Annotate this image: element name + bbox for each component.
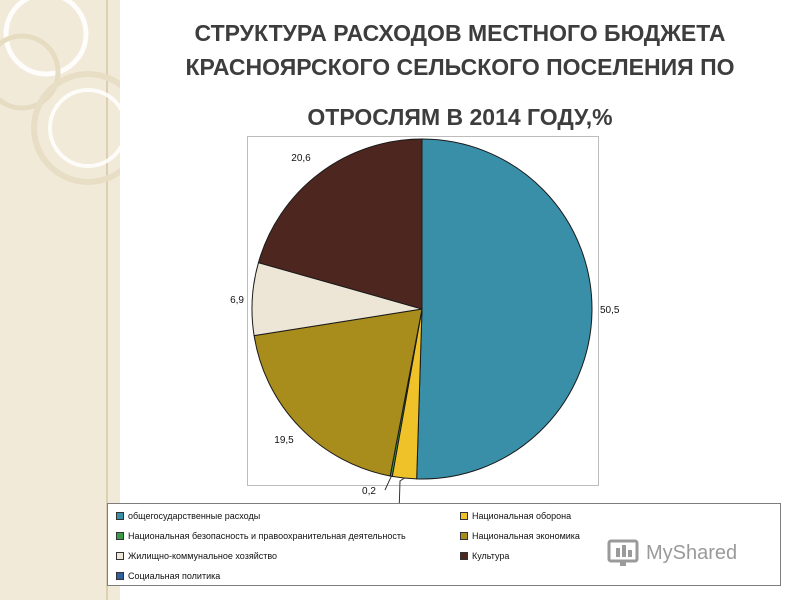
legend-label: Культура: [472, 551, 510, 561]
decorative-side-line: [106, 0, 108, 600]
watermark: MyShared: [606, 538, 737, 568]
legend-swatch: [460, 552, 468, 560]
legend-label: Жилищно-коммунальное хозяйство: [128, 551, 278, 561]
legend-item-культура: Культура: [460, 548, 509, 564]
legend-swatch: [116, 532, 124, 540]
chart-legend: общегосударственные расходы Национальная …: [107, 503, 781, 586]
legend-item-национальная-экономика: Национальная экономика: [460, 528, 580, 544]
label-leader-line: [384, 476, 392, 491]
page-title-line-3: ОТРОСЛЯМ В 2014 ГОДУ,%: [307, 104, 613, 130]
data-label-национальная-безопасность-и-правоохранительная-деятельность: 0,2: [362, 486, 376, 497]
pie-slice-национальная-экономика: [253, 308, 423, 477]
legend-swatch: [116, 512, 124, 520]
data-label-жилищно-коммунальное-хозяйство: 6,9: [230, 295, 244, 306]
legend-item-национальная-оборона: Национальная оборона: [460, 508, 571, 524]
pie-slice-культура: [257, 138, 423, 310]
legend-item-общегосударственные-расходы: общегосударственные расходы: [116, 508, 260, 524]
legend-item-жилищно-коммунальное-хозяйство: Жилищно-коммунальное хозяйство: [116, 548, 277, 564]
legend-label: Национальная оборона: [472, 511, 572, 521]
watermark-text: MyShared: [646, 541, 738, 564]
legend-swatch: [460, 512, 468, 520]
watermark-logo-icon: [607, 539, 639, 566]
legend-swatch: [116, 552, 124, 560]
legend-label: Социальная политика: [128, 571, 221, 581]
page-title-line-2: КРАСНОЯРСКОГО СЕЛЬСКОГО ПОСЕЛЕНИЯ ПО: [185, 54, 735, 80]
legend-swatch: [116, 572, 124, 580]
legend-label: Национальная безопасность и правоохранит…: [128, 531, 406, 541]
data-label-национальная-экономика: 19,5: [274, 435, 294, 446]
legend-label: общегосударственные расходы: [128, 511, 261, 521]
decorative-circles: [0, 0, 120, 185]
data-label-общегосударственные-расходы: 50,5: [600, 305, 620, 316]
legend-item-социальная-политика: Социальная политика: [116, 568, 220, 584]
legend-label: Национальная экономика: [472, 531, 580, 541]
legend-swatch: [460, 532, 468, 540]
page-title-line-1: СТРУКТУРА РАСХОДОВ МЕСТНОГО БЮДЖЕТА: [194, 20, 726, 46]
legend-item-национальная-безопасность-и-правоохранительная-деятельность: Национальная безопасность и правоохранит…: [116, 528, 406, 544]
data-label-культура: 20,6: [291, 153, 311, 164]
pie-slice-общегосударственные-расходы: [416, 138, 593, 480]
